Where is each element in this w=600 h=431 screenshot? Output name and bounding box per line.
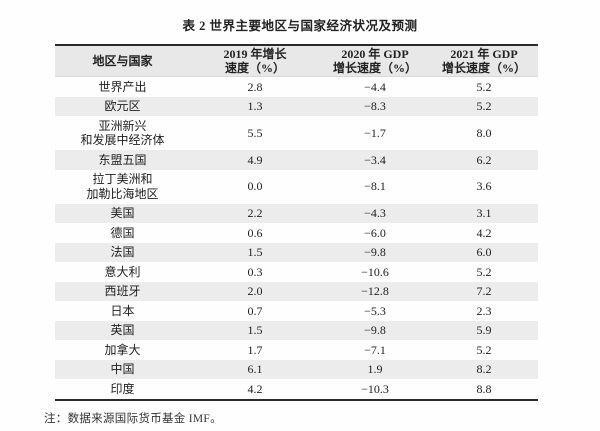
column-header-2019-growth: 2019 年增长 速度（%） <box>190 45 320 77</box>
table-row: 法国 1.5 −9.8 6.0 <box>55 242 538 262</box>
value-2020-cell: −5.3 <box>364 303 386 318</box>
table-row: 东盟五国 4.9 −3.4 6.2 <box>55 150 538 170</box>
value-2019-cell: 4.9 <box>190 150 320 170</box>
value-2021-cell: 8.8 <box>476 381 492 396</box>
value-2019-cell: 0.6 <box>247 225 263 240</box>
region-cell: 西班牙 <box>55 281 190 301</box>
value-2020-cell: −12.8 <box>320 281 430 301</box>
table-row: 印度 4.2 −10.3 8.8 <box>55 379 538 400</box>
region-cell: 亚洲新兴 和发展中经济体 <box>80 118 165 148</box>
table-row: 英国 1.5 −9.8 5.9 <box>55 320 538 340</box>
value-2021-cell: 5.2 <box>476 342 492 357</box>
value-2021-cell: 7.2 <box>430 281 538 301</box>
value-2020-cell: −9.8 <box>320 242 430 262</box>
table-row: 加拿大 1.7 −7.1 5.2 <box>55 340 538 360</box>
table-row: 西班牙 2.0 −12.8 7.2 <box>55 281 538 301</box>
value-2019-cell: 6.1 <box>190 359 320 379</box>
region-cell: 印度 <box>110 381 135 396</box>
region-cell: 欧元区 <box>55 96 190 116</box>
table-row: 亚洲新兴 和发展中经济体 5.5 −1.7 8.0 <box>55 116 538 150</box>
value-2020-cell: −3.4 <box>320 150 430 170</box>
region-cell: 加拿大 <box>104 342 141 357</box>
value-2021-cell: 2.3 <box>476 303 492 318</box>
source-footnote: 注：数据来源国际货币基金 IMF。 <box>44 412 222 425</box>
value-2019-cell: 5.5 <box>247 125 263 140</box>
table-row: 拉丁美洲和 加勒比海地区 0.0 −8.1 3.6 <box>55 170 538 204</box>
table-row: 德国 0.6 −6.0 4.2 <box>55 223 538 243</box>
value-2019-cell: 0.7 <box>247 303 263 318</box>
value-2020-cell: −8.1 <box>364 179 386 194</box>
region-cell: 拉丁美洲和 加勒比海地区 <box>86 172 159 201</box>
value-2021-cell: 8.2 <box>430 359 538 379</box>
value-2021-cell: 3.1 <box>430 203 538 223</box>
value-2021-cell: 3.6 <box>476 179 492 194</box>
value-2021-cell: 5.2 <box>476 79 492 94</box>
value-2019-cell: 1.5 <box>190 242 320 262</box>
value-2021-cell: 6.2 <box>430 150 538 170</box>
value-2019-cell: 0.3 <box>247 264 263 279</box>
value-2019-cell: 2.2 <box>190 203 320 223</box>
column-header-region: 地区与国家 <box>55 45 190 77</box>
value-2020-cell: −10.3 <box>361 381 389 396</box>
value-2019-cell: 2.8 <box>247 79 263 94</box>
value-2021-cell: 4.2 <box>476 225 492 240</box>
table-row: 意大利 0.3 −10.6 5.2 <box>55 262 538 282</box>
value-2021-cell: 5.2 <box>476 264 492 279</box>
value-2019-cell: 1.5 <box>190 320 320 340</box>
region-cell: 英国 <box>55 320 190 340</box>
table-title: 表 2 世界主要地区与国家经济状况及预测 <box>182 19 418 33</box>
table-row: 欧元区 1.3 −8.3 5.2 <box>55 96 538 116</box>
region-cell: 德国 <box>110 225 135 240</box>
value-2020-cell: −4.3 <box>320 203 430 223</box>
economic-forecast-table: 地区与国家 2019 年增长 速度（%） 2020 年 GDP 增长速度（%） … <box>55 44 538 401</box>
table-row: 世界产出 2.8 −4.4 5.2 <box>55 77 538 97</box>
value-2021-cell: 5.2 <box>430 96 538 116</box>
value-2020-cell: −4.4 <box>364 79 386 94</box>
region-cell: 美国 <box>55 203 190 223</box>
value-2020-cell: 1.9 <box>320 359 430 379</box>
value-2021-cell: 5.9 <box>430 320 538 340</box>
value-2020-cell: −1.7 <box>364 125 386 140</box>
value-2019-cell: 1.7 <box>247 342 263 357</box>
value-2019-cell: 0.0 <box>247 179 263 194</box>
value-2021-cell: 6.0 <box>430 242 538 262</box>
table-row: 中国 6.1 1.9 8.2 <box>55 359 538 379</box>
region-cell: 世界产出 <box>98 79 147 94</box>
table-row: 日本 0.7 −5.3 2.3 <box>55 301 538 321</box>
value-2020-cell: −7.1 <box>364 342 386 357</box>
region-cell: 法国 <box>55 242 190 262</box>
value-2020-cell: −6.0 <box>364 225 386 240</box>
value-2020-cell: −10.6 <box>361 264 389 279</box>
column-header-2020-gdp-growth: 2020 年 GDP 增长速度（%） <box>320 45 430 77</box>
column-header-2021-gdp-growth: 2021 年 GDP 增长速度（%） <box>430 45 538 77</box>
table-header-row: 地区与国家 2019 年增长 速度（%） 2020 年 GDP 增长速度（%） … <box>55 45 538 77</box>
value-2019-cell: 4.2 <box>247 381 263 396</box>
value-2020-cell: −8.3 <box>320 96 430 116</box>
value-2019-cell: 1.3 <box>190 96 320 116</box>
table-row: 美国 2.2 −4.3 3.1 <box>55 203 538 223</box>
region-cell: 日本 <box>110 303 135 318</box>
value-2019-cell: 2.0 <box>190 281 320 301</box>
value-2020-cell: −9.8 <box>320 320 430 340</box>
region-cell: 中国 <box>55 359 190 379</box>
value-2021-cell: 8.0 <box>476 125 492 140</box>
region-cell: 意大利 <box>104 264 141 279</box>
region-cell: 东盟五国 <box>55 150 190 170</box>
